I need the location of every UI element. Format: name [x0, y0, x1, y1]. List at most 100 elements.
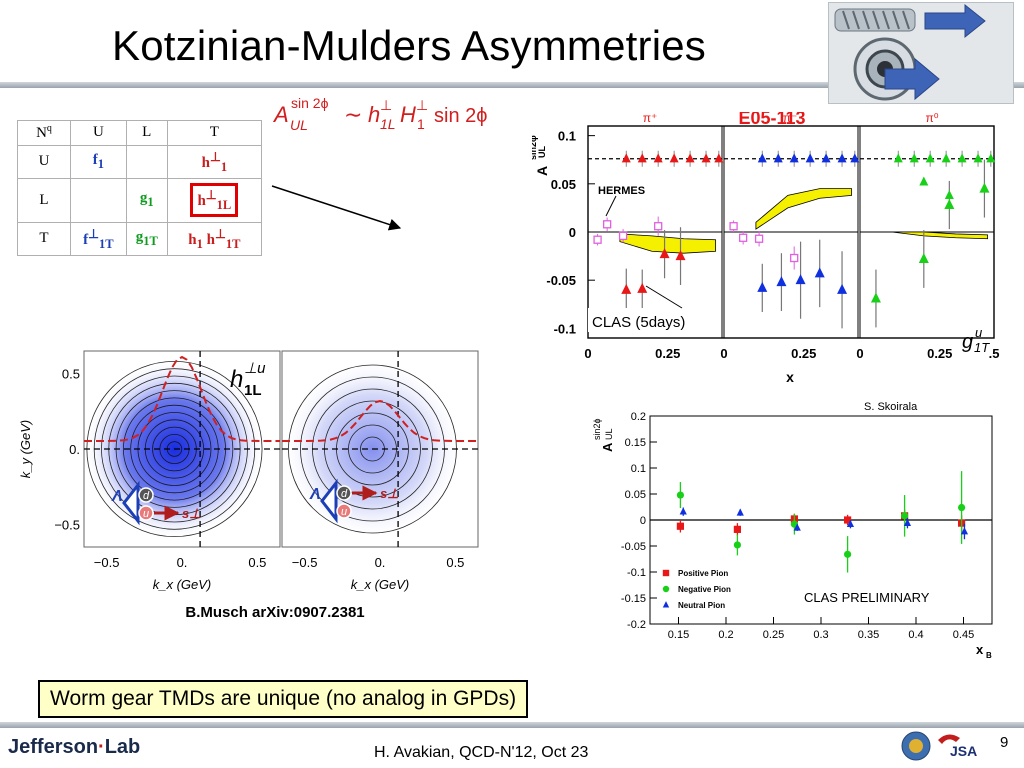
e05-113-chart: 0.1 0.05 0 -0.05 -0.1 0 0.25 0 0.25 0 0.25 .5 x Asin2… [532, 112, 1000, 385]
clas-x-tick-label: 0.25 [763, 629, 784, 641]
g1t-annotation: g [962, 331, 973, 353]
hermes-point [729, 222, 738, 231]
y-axis-label-sup: sin2ϕ [532, 135, 538, 160]
citation: B.Musch arXiv:0907.2381 [185, 604, 365, 621]
clas-annotation-bg [588, 308, 718, 332]
tmd-corner: Nq [17, 120, 71, 146]
clas-x-axis-label: x [976, 642, 984, 657]
tmd-cell: g1 [125, 178, 168, 223]
y-tick-label: 0 [569, 225, 576, 240]
clas-point [844, 550, 852, 558]
clas-y-tick-label: 0.15 [625, 437, 646, 449]
formula-sim: ∼ [344, 102, 362, 127]
clas-x-tick-label: 0.2 [718, 629, 733, 641]
kt-x-tick-label: −0.5 [292, 555, 318, 570]
jefferson-lab-logo: Jefferson·Lab [8, 736, 141, 758]
quark-top-icon [336, 485, 352, 501]
clas-point [870, 292, 881, 303]
projected-point [757, 153, 767, 163]
tmd-table: Nq U L T U f1 h⊥1 L g1 h⊥1L T f⊥1T g1T h… [17, 120, 263, 257]
projected-point [714, 153, 724, 163]
tmd-col-header: L [125, 120, 168, 146]
lambda-label: Λ [309, 486, 321, 503]
tmd-cell: f1 [70, 144, 127, 180]
clas-point [637, 282, 648, 293]
footer-text: H. Avakian, QCD-N'12, Oct 23 [374, 744, 589, 761]
kt-x-tick-label: −0.5 [94, 555, 120, 570]
kt-x-axis-label: k_x (GeV) [153, 577, 212, 592]
kt-y-axis-label: k_y (GeV) [18, 420, 33, 479]
clas-credit: S. Skoirala [864, 401, 918, 413]
slide-title: Kotzinian-Mulders Asymmetries [112, 22, 706, 69]
title-divider [0, 82, 1024, 88]
x-tick-label: 0 [584, 346, 591, 361]
clas-point [776, 276, 787, 287]
projected-point [957, 153, 967, 163]
hermes-point [618, 231, 628, 241]
asymmetry-formula: A sin 2ϕ UL ∼ h ⊥ 1L H ⊥ 1 sin 2ϕ [272, 95, 487, 133]
quark-bottom-label: u [143, 508, 149, 520]
clas-y-tick-label: -0.2 [627, 619, 646, 631]
clas-point [676, 491, 684, 499]
tmd-row-header: U [17, 144, 71, 180]
clas-point [918, 252, 929, 263]
clas-legend-label: Positive Pion [678, 569, 728, 578]
panel-label: π⁰ [925, 112, 938, 125]
tmd-corner-q: q [46, 123, 52, 135]
kt-x-tick-label: 0.5 [248, 555, 266, 570]
projected-point [701, 153, 711, 163]
clas-point [846, 519, 855, 528]
panel-label: π⁺ [643, 112, 658, 125]
tmd-col-header: T [166, 120, 263, 146]
projected-point [925, 153, 935, 163]
quark-top-icon [138, 487, 154, 503]
quark-top-label: d [341, 488, 348, 500]
y-tick-label: -0.05 [546, 273, 576, 288]
formula-sup: sin 2ϕ [291, 95, 329, 111]
clas-y-tick-label: 0.1 [631, 463, 646, 475]
worm-gear-note: Worm gear TMDs are unique (no analog in … [38, 680, 529, 718]
y-tick-label: 0.1 [558, 129, 576, 144]
tmd-cell-worm-gear: h⊥1L [166, 178, 263, 223]
clas-x-axis-label-sub: B [986, 651, 992, 660]
clas-point [733, 541, 741, 549]
formula-a: A [272, 102, 289, 127]
projected-point [789, 153, 799, 163]
clas-y-axis-label: A [600, 442, 615, 452]
clas-legend-label: Neutral Pion [678, 601, 725, 610]
clas-point [944, 199, 955, 210]
model-band [891, 231, 989, 240]
worm-gear-icon [828, 2, 1014, 104]
lambda-label: Λ [111, 488, 123, 505]
tmd-cell: h⊥1 [166, 144, 263, 180]
kt-x-tick-label: 0.5 [446, 555, 464, 570]
hermes-point [654, 222, 663, 231]
h1l-annotation-sup: ⊥u [244, 360, 266, 377]
projected-point [973, 153, 983, 163]
y-axis-label: A [534, 166, 550, 176]
clas-legend-label: Negative Pion [678, 585, 731, 594]
hermes-point [738, 233, 748, 242]
projected-point [621, 153, 631, 163]
hermes-point [790, 253, 799, 263]
projected-point [850, 153, 860, 163]
clas-point [960, 527, 969, 535]
clas-preliminary-label: CLAS PRELIMINARY [804, 590, 930, 605]
x-tick-label: .5 [989, 346, 1000, 361]
formula-sub: UL [290, 117, 308, 133]
clas-point [679, 507, 687, 515]
clas-point [837, 283, 848, 294]
clas-x-tick-label: 0.3 [813, 629, 828, 641]
pointer-arrow [271, 185, 402, 231]
kt-x-tick-label: 0. [177, 555, 188, 570]
tmd-row-header: L [17, 178, 71, 223]
quark-bottom-icon [336, 503, 352, 519]
doe-seal-center [909, 739, 923, 753]
clas-point [919, 176, 929, 186]
projected-point [821, 153, 831, 163]
tmd-corner-n: N [36, 125, 47, 142]
kt-y-tick-label: 0.5 [62, 367, 80, 382]
clas-annotation: CLAS (5days) [592, 314, 685, 331]
h1l-annotation-sub: 1L [244, 382, 262, 399]
